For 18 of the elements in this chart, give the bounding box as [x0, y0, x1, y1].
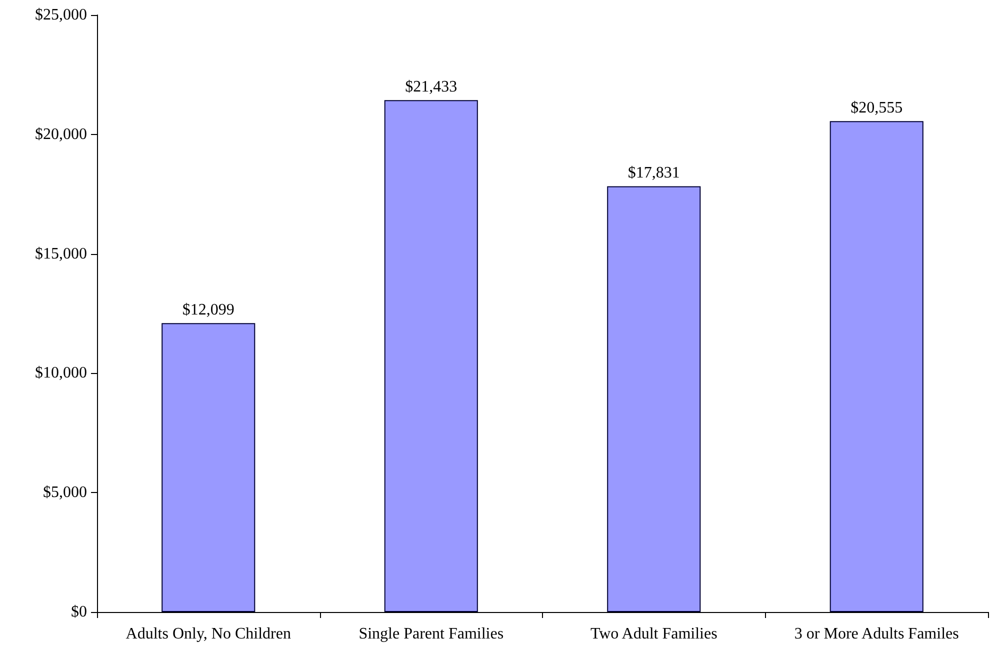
- data-label: $17,831: [628, 164, 680, 182]
- x-tick-label: Single Parent Families: [358, 626, 504, 642]
- bar: [830, 121, 924, 612]
- x-tick-label: Two Adult Families: [590, 626, 718, 642]
- y-tick-label: $0: [71, 604, 87, 620]
- y-tick-label: $25,000: [35, 6, 87, 24]
- y-tick-label: $20,000: [35, 126, 87, 143]
- data-label: $21,433: [405, 78, 458, 96]
- y-tick-label: $15,000: [35, 245, 87, 262]
- data-label: $20,555: [850, 100, 903, 117]
- bar: [384, 100, 478, 612]
- bar: [607, 186, 701, 612]
- bar: [162, 323, 256, 612]
- x-tick-label: Adults Only, No Children: [126, 626, 291, 642]
- y-tick-label: $10,000: [35, 364, 87, 382]
- data-label: $12,099: [182, 302, 234, 319]
- y-tick-label: $5,000: [43, 484, 87, 502]
- x-tick-label: 3 or More Adults Familes: [794, 626, 959, 642]
